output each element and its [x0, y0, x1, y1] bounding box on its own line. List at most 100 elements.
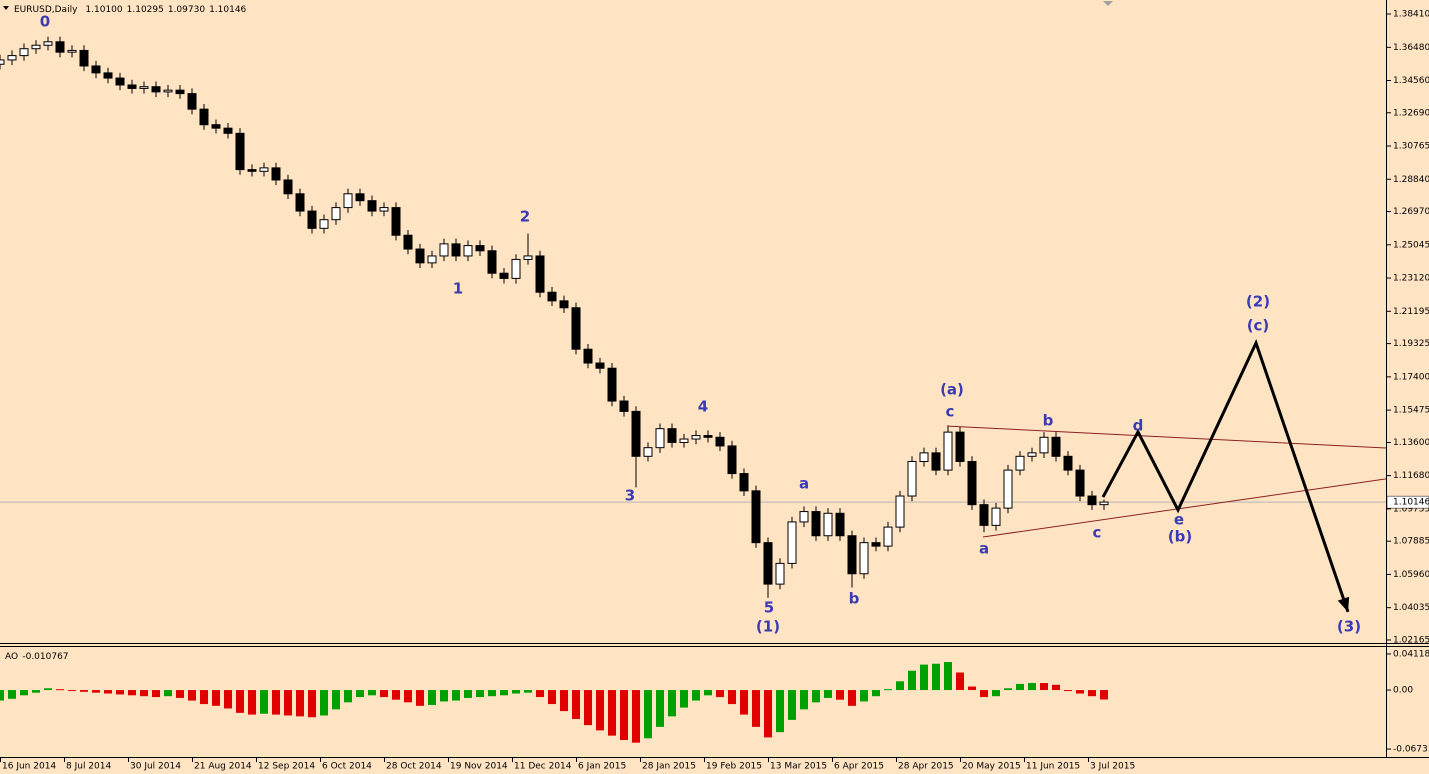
- candle-body: [151, 86, 161, 93]
- x-tick-label: 28 Jan 2015: [642, 762, 696, 772]
- ao-bar: [308, 690, 316, 718]
- candle-body: [1051, 436, 1061, 457]
- ao-bar: [896, 681, 904, 691]
- ao-bar: [104, 690, 112, 694]
- wave-label: 3: [625, 487, 635, 505]
- candle-body: [823, 512, 833, 537]
- candle-body: [967, 460, 977, 506]
- ao-bar: [836, 690, 844, 700]
- header-low: 1.09730: [168, 5, 205, 15]
- x-tick-label: 11 Dec 2014: [514, 762, 572, 772]
- candle-body: [235, 132, 245, 171]
- trendline: [947, 425, 1387, 449]
- ao-bar: [596, 690, 604, 731]
- candle-body: [643, 447, 653, 457]
- y-tick-label: 1.02165: [1393, 635, 1429, 645]
- ao-bar: [1028, 683, 1036, 691]
- candle-body: [679, 438, 689, 443]
- candle-body: [979, 504, 989, 526]
- candle-body: [79, 49, 89, 67]
- ao-bar: [752, 690, 760, 727]
- last-price-box: [1386, 495, 1429, 509]
- x-tick-label: 21 Aug 2014: [194, 762, 252, 772]
- y-tick-label: 1.07885: [1393, 537, 1429, 547]
- candle-body: [931, 452, 941, 471]
- candle-body: [583, 348, 593, 364]
- candle-body: [487, 250, 497, 274]
- candle-body: [319, 219, 329, 229]
- candle-body: [511, 258, 521, 279]
- y-tick-label: 1.19325: [1393, 339, 1429, 349]
- candle-body: [187, 93, 197, 110]
- ao-bar: [584, 690, 592, 726]
- ao-bar: [20, 690, 28, 696]
- ao-bar: [1052, 684, 1060, 691]
- ao-bar: [1088, 690, 1096, 697]
- wave-label: (2): [1246, 293, 1270, 311]
- y-tick-label: 1.17400: [1393, 372, 1429, 382]
- y-tick-label: 1.15475: [1393, 406, 1429, 416]
- wave-label: 2: [520, 207, 530, 225]
- y-tick-label: 1.28840: [1393, 175, 1429, 185]
- ao-bar: [212, 690, 220, 706]
- wave-label: e: [1174, 511, 1184, 529]
- candle-body: [31, 44, 41, 50]
- ao-bar: [668, 690, 676, 717]
- wave-label: b: [849, 589, 860, 607]
- indicator-tick-label: 0.00: [1393, 686, 1413, 696]
- last-price-label: 1.10146: [1393, 498, 1429, 508]
- candle-body: [691, 435, 701, 440]
- ao-bar: [56, 689, 64, 691]
- wave-label: 5: [764, 598, 774, 616]
- ao-bar: [392, 690, 400, 700]
- candle-body: [595, 362, 605, 369]
- candle-body: [1027, 452, 1037, 457]
- candle-body: [751, 490, 761, 544]
- candle-body: [871, 542, 881, 547]
- candle-body: [619, 400, 629, 412]
- header-high: 1.10295: [127, 5, 164, 15]
- candle-body: [55, 41, 65, 53]
- ao-bar: [560, 690, 568, 712]
- ao-bar: [128, 690, 136, 696]
- candle-body: [19, 48, 29, 57]
- x-tick-label: 3 Jul 2015: [1090, 762, 1135, 772]
- wave-label: (c): [1247, 316, 1270, 334]
- ao-bar: [620, 690, 628, 741]
- candle-body: [331, 207, 341, 221]
- ao-bar: [272, 690, 280, 715]
- ao-bar: [992, 690, 1000, 697]
- x-tick-label: 28 Oct 2014: [386, 762, 442, 772]
- ao-bar: [464, 690, 472, 698]
- ao-bar: [260, 690, 268, 714]
- y-tick-label: 1.26970: [1393, 207, 1429, 217]
- candle-body: [43, 41, 53, 46]
- candle-body: [247, 169, 257, 172]
- candle-body: [391, 207, 401, 236]
- ao-bar: [320, 690, 328, 716]
- candle-body: [847, 535, 857, 575]
- candle-body: [787, 521, 797, 564]
- x-tick-label: 6 Apr 2015: [834, 762, 884, 772]
- ao-bar: [32, 690, 40, 693]
- wave-label: b: [1043, 412, 1054, 430]
- wave-label: (1): [756, 617, 780, 635]
- candle-body: [631, 410, 641, 457]
- candle-body: [175, 89, 185, 95]
- ao-bar: [416, 690, 424, 706]
- y-tick-label: 1.30765: [1393, 142, 1429, 152]
- ao-bar: [788, 690, 796, 720]
- ao-bar: [68, 690, 76, 692]
- ao-bar: [704, 690, 712, 696]
- x-tick-label: 16 Jun 2014: [2, 762, 56, 772]
- candle-body: [367, 200, 377, 212]
- candle-body: [655, 428, 665, 449]
- symbol: EURUSD,Daily: [14, 5, 78, 15]
- ao-bar: [680, 690, 688, 708]
- candle-body: [571, 307, 581, 350]
- wave-label: 0: [40, 12, 50, 30]
- menu-triangle[interactable]: [3, 6, 9, 10]
- candle-body: [211, 124, 221, 129]
- ao-bar: [524, 690, 532, 693]
